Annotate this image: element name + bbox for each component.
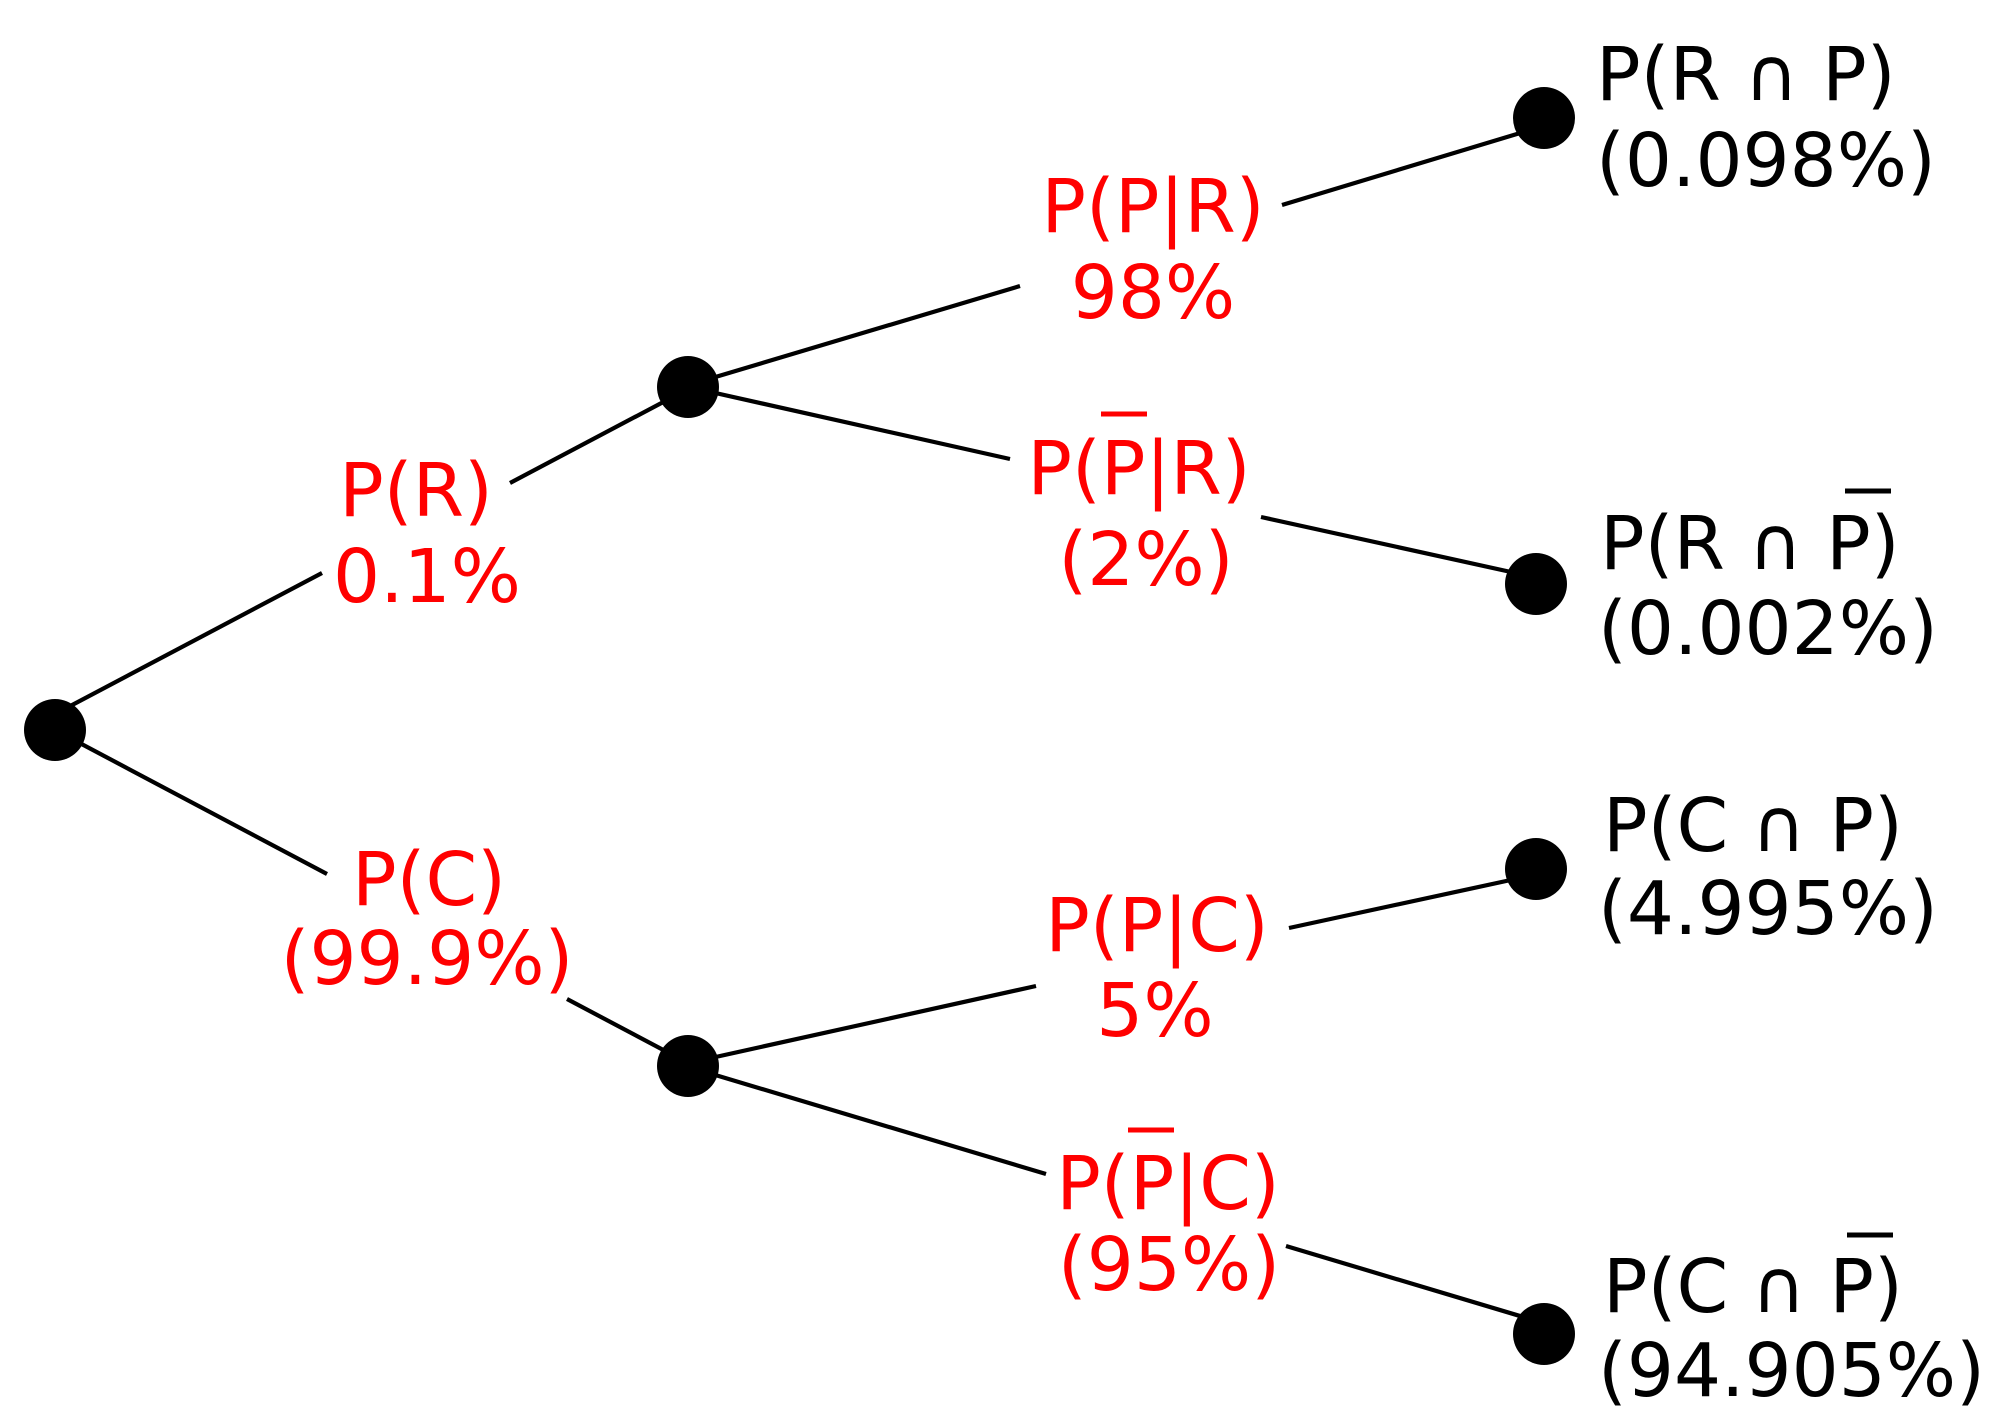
outcome-label-r-and-notp: P(R ∩ P) (0.002%) — [1598, 488, 1938, 672]
branch-p-given-r-value: 98% — [1071, 250, 1235, 336]
edge-r-to-notp-left — [701, 387, 1011, 462]
branch-p-given-c-name: P(P|C) — [1045, 883, 1269, 969]
edge-c-to-notp-left — [701, 1068, 1047, 1177]
branch-c-value: (99.9%) — [281, 916, 574, 1002]
branch-label-notp-given-c: P(P|C) (95%) — [1056, 1127, 1280, 1308]
edge-c-to-notp-right — [1285, 1243, 1531, 1322]
edge-root-to-r — [56, 571, 323, 715]
outcome-c-and-notp-value: (94.905%) — [1598, 1328, 1985, 1414]
outcome-label-r-and-p: P(R ∩ P) (0.098%) — [1596, 32, 1936, 204]
branch-notp-given-r-name: P(P|R) — [1027, 426, 1250, 512]
branch-p-given-c-value: 5% — [1096, 968, 1213, 1054]
branch-p-given-r-name: P(P|R) — [1041, 164, 1264, 250]
leaf-node-c-and-notp — [1513, 1303, 1575, 1365]
branch-r-name: P(R) — [339, 448, 493, 534]
branch-notp-given-c-name: P(P|C) — [1056, 1141, 1280, 1227]
overline-p-glyph: P — [1130, 1141, 1175, 1227]
branch-label-p-given-c: P(P|C) 5% — [1045, 883, 1269, 1054]
edge-c-to-p-left — [701, 983, 1037, 1063]
outcome-c-and-notp-name: P(C ∩ P) — [1603, 1244, 1903, 1330]
edge-c-to-p-right — [1288, 875, 1521, 931]
outcome-r-and-p-name: P(R ∩ P) — [1596, 32, 1896, 118]
edge-root-to-r-upper — [509, 388, 687, 485]
outcome-r-and-notp-name: P(R ∩ P) — [1600, 501, 1900, 587]
outcome-c-and-p-value: (4.995%) — [1598, 866, 1938, 952]
outcome-label-c-and-notp: P(C ∩ P) (94.905%) — [1598, 1232, 1985, 1414]
edge-r-to-p-right — [1281, 127, 1531, 208]
branch-r-value: 0.1% — [333, 534, 521, 620]
root-node — [24, 699, 86, 761]
edge-root-to-c — [56, 729, 328, 876]
leaf-node-c-and-p — [1505, 838, 1567, 900]
branch-notp-given-r-value: (2%) — [1058, 517, 1233, 603]
outcome-c-and-p-name: P(C ∩ P) — [1603, 783, 1903, 869]
edge-r-to-notp-right — [1260, 514, 1521, 577]
outcome-r-and-p-value: (0.098%) — [1596, 118, 1936, 204]
overline-p-glyph: P — [1101, 426, 1146, 512]
outcome-label-c-and-p: P(C ∩ P) (4.995%) — [1598, 783, 1938, 952]
branch-c-name: P(C) — [352, 837, 506, 923]
branch-label-c: P(C) (99.9%) — [281, 837, 574, 1002]
leaf-node-r-and-p — [1513, 87, 1575, 149]
branch-notp-given-c-value: (95%) — [1058, 1222, 1280, 1308]
leaf-node-r-and-notp — [1505, 553, 1567, 615]
branch-label-r: P(R) 0.1% — [333, 448, 521, 620]
r-node — [657, 356, 719, 418]
branch-label-notp-given-r: P(P|R) (2%) — [1027, 411, 1251, 603]
branch-label-p-given-r: P(P|R) 98% — [1041, 164, 1264, 336]
overline-p-glyph: P — [1826, 501, 1871, 587]
outcome-r-and-notp-value: (0.002%) — [1598, 586, 1938, 672]
edge-r-to-p-left — [701, 283, 1021, 384]
c-node — [657, 1035, 719, 1097]
overline-p-glyph: P — [1829, 1244, 1874, 1330]
